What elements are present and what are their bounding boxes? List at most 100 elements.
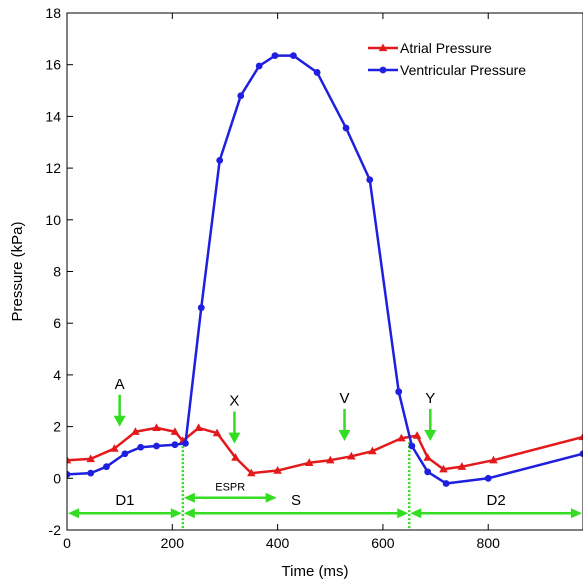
- data-point-atrial: [489, 455, 498, 464]
- y-tick-label: 18: [45, 5, 61, 21]
- data-point-ventricular: [271, 52, 279, 60]
- interval-arrow-head-right: [265, 492, 277, 503]
- interval-arrow: [410, 508, 582, 519]
- phase-arrow-head: [424, 429, 437, 441]
- interval-arrow-head-right: [571, 508, 582, 519]
- annotations-layer: D1 S D2 ESPR A X V Y: [68, 376, 582, 530]
- data-point-atrial: [457, 462, 467, 470]
- interval-arrow-head-right: [170, 508, 182, 519]
- data-point-ventricular: [442, 480, 450, 487]
- data-point-ventricular: [366, 176, 374, 184]
- data-point-ventricular: [255, 62, 263, 70]
- interval-arrow-head-left: [183, 492, 195, 503]
- series-line: [67, 426, 583, 475]
- legend-marker-ventricular: [379, 66, 387, 74]
- data-point-ventricular: [342, 124, 350, 132]
- y-tick-label: 10: [45, 212, 61, 228]
- phase-arrow-head: [113, 415, 126, 427]
- data-point-atrial: [368, 446, 377, 455]
- data-point-atrial: [347, 451, 356, 460]
- interval-label: ESPR: [215, 482, 245, 494]
- data-point-ventricular: [216, 156, 224, 164]
- data-point-atrial: [212, 428, 222, 437]
- data-point-atrial: [397, 433, 406, 442]
- interval-arrow-head-left: [410, 508, 422, 519]
- data-point-atrial: [412, 431, 422, 439]
- legend-marker-atrial: [378, 43, 388, 52]
- data-point-atrial: [131, 427, 140, 435]
- x-tick-label: 600: [371, 535, 395, 551]
- interval-label: S: [291, 492, 301, 509]
- series-line: [67, 54, 583, 485]
- data-point-ventricular: [484, 474, 492, 482]
- series-atrial: [67, 423, 583, 477]
- interval-arrow-head-right: [397, 508, 409, 519]
- y-tick-label: 2: [53, 419, 61, 435]
- phase-label: A: [115, 376, 125, 393]
- legend-item-atrial: Atrial Pressure: [368, 40, 492, 56]
- y-axis-label: Pressure (kPa): [9, 221, 26, 321]
- phase-label: Y: [425, 390, 435, 407]
- data-point-ventricular: [395, 388, 403, 396]
- data-point-ventricular: [171, 441, 179, 449]
- phase-label: X: [229, 393, 239, 410]
- data-point-atrial: [578, 432, 583, 441]
- data-point-ventricular: [121, 450, 129, 458]
- legend-label-ventricular: Ventricular Pressure: [400, 62, 526, 78]
- series-ventricular: [67, 52, 583, 487]
- phase-arrow: [228, 411, 241, 444]
- x-tick-label: 400: [266, 535, 290, 551]
- interval-arrow: [68, 508, 182, 519]
- data-point-atrial: [67, 455, 72, 464]
- data-point-atrial: [439, 464, 448, 473]
- data-point-ventricular: [87, 469, 95, 477]
- interval-arrow-head-left: [68, 508, 79, 519]
- phase-arrow: [338, 408, 351, 441]
- data-point-ventricular: [103, 463, 110, 471]
- data-point-ventricular: [182, 440, 189, 447]
- data-point-atrial: [86, 454, 95, 463]
- data-point-atrial: [170, 427, 180, 435]
- interval-label: D2: [487, 492, 506, 509]
- data-point-ventricular: [197, 304, 205, 312]
- data-point-ventricular: [408, 442, 416, 450]
- y-tick-label: 4: [53, 367, 61, 383]
- interval-arrow: [183, 492, 277, 503]
- data-point-ventricular: [237, 92, 245, 100]
- legend: Atrial Pressure Ventricular Pressure: [368, 40, 526, 78]
- x-axis-label: Time (ms): [282, 563, 349, 580]
- data-point-atrial: [152, 423, 161, 432]
- data-point-ventricular: [579, 450, 583, 458]
- y-tick-label: 0: [53, 470, 61, 486]
- data-point-ventricular: [290, 52, 297, 60]
- y-tick-label: 12: [45, 160, 61, 176]
- data-point-atrial: [304, 458, 314, 466]
- phase-arrow-head: [228, 432, 241, 444]
- y-tick-label: 14: [45, 108, 61, 124]
- interval-arrow: [183, 508, 409, 519]
- y-tick-label: -2: [49, 522, 62, 538]
- data-point-atrial: [423, 453, 432, 461]
- phase-label: V: [339, 390, 349, 407]
- data-point-atrial: [325, 455, 335, 464]
- data-point-ventricular: [313, 69, 321, 76]
- data-point-ventricular: [137, 443, 145, 451]
- x-tick-label: 0: [63, 535, 71, 551]
- y-tick-label: 8: [53, 264, 61, 280]
- phase-arrow: [424, 408, 437, 441]
- axes-box: [66, 12, 583, 531]
- x-tick-label: 800: [477, 535, 501, 551]
- data-point-atrial: [247, 468, 256, 477]
- x-tick-label: 200: [161, 535, 185, 551]
- data-point-ventricular: [424, 468, 432, 476]
- interval-arrow-head-left: [183, 508, 195, 519]
- series-layer: [67, 52, 583, 487]
- legend-item-ventricular: Ventricular Pressure: [368, 62, 526, 78]
- legend-label-atrial: Atrial Pressure: [400, 40, 492, 56]
- data-point-atrial: [231, 453, 240, 461]
- y-tick-label: 6: [53, 315, 61, 331]
- phase-arrow: [113, 394, 126, 427]
- data-point-ventricular: [153, 442, 160, 450]
- data-point-ventricular: [67, 471, 71, 478]
